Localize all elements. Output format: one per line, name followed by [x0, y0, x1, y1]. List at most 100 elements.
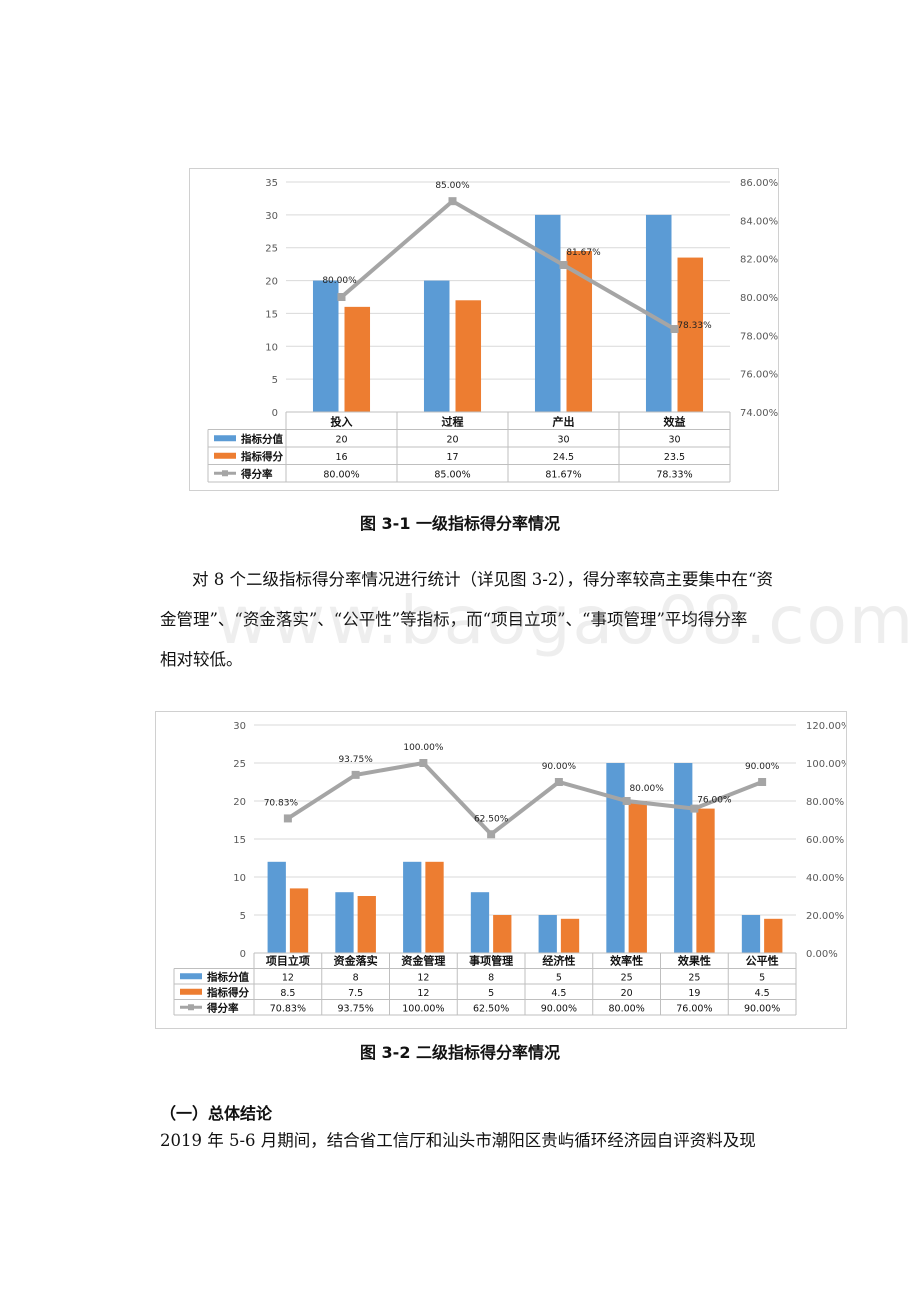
- paragraph-line: 相对较低。: [160, 650, 243, 669]
- bar-indicator-score: [606, 763, 625, 953]
- table-cell: 23.5: [664, 452, 685, 463]
- y2-tick-label: 20.00%: [806, 911, 844, 922]
- table-cell: 76.00%: [676, 1003, 712, 1014]
- data-label: 90.00%: [542, 762, 577, 772]
- category-label: 效率性: [610, 954, 643, 968]
- bar-indicator-points: [764, 918, 783, 953]
- table-cell: 12: [417, 988, 429, 999]
- figure-caption-1: 图 3-1 一级指标得分率情况: [359, 514, 561, 533]
- table-cell: 20: [446, 434, 458, 445]
- table-cell: 16: [335, 452, 347, 463]
- category-label: 投入: [331, 415, 353, 429]
- legend-key: [180, 973, 202, 980]
- line-point: [559, 260, 568, 269]
- y2-tick-label: 60.00%: [806, 835, 844, 846]
- data-label: 62.50%: [474, 814, 509, 824]
- table-cell: 25: [621, 972, 633, 983]
- y2-tick-label: 82.00%: [740, 255, 778, 266]
- y-tick-label: 15: [233, 835, 246, 846]
- table-cell: 7.5: [348, 988, 363, 999]
- bar-indicator-points: [357, 896, 376, 953]
- category-label: 过程: [442, 415, 464, 429]
- y2-tick-label: 78.00%: [740, 331, 778, 342]
- legend-label: 得分率: [206, 1001, 239, 1014]
- bar-indicator-points: [344, 306, 371, 412]
- category-label: 效益: [664, 415, 686, 429]
- table-cell: 85.00%: [434, 469, 470, 480]
- table-cell: 17: [446, 452, 458, 463]
- bar-indicator-score: [423, 280, 450, 412]
- bar-indicator-score: [335, 892, 354, 953]
- y2-tick-label: 80.00%: [806, 797, 844, 808]
- table-cell: 30: [557, 434, 569, 445]
- paragraph-line: 金管理”、“资金落实”、“公平性”等指标，而“项目立项”、“事项管理”平均得分率: [160, 610, 748, 629]
- y-tick-label: 5: [240, 911, 246, 922]
- table-cell: 90.00%: [744, 1003, 780, 1014]
- table-cell: 12: [417, 972, 429, 983]
- table-cell: 25: [688, 972, 700, 983]
- line-point: [351, 770, 360, 779]
- y2-tick-label: 80.00%: [740, 293, 778, 304]
- line-point: [758, 778, 767, 786]
- y-tick-label: 10: [265, 342, 278, 353]
- legend-label: 指标分值: [207, 970, 249, 983]
- table-cell: 80.00%: [609, 1003, 645, 1014]
- table-cell: 4.5: [755, 988, 770, 999]
- bar-indicator-score: [534, 214, 561, 412]
- legend-key: [180, 988, 202, 995]
- y2-tick-label: 120.00%: [806, 721, 846, 732]
- legend-label: 得分率: [240, 467, 273, 480]
- data-label: 90.00%: [745, 762, 780, 772]
- category-label: 项目立项: [266, 954, 310, 968]
- bar-indicator-score: [267, 861, 286, 953]
- legend-label: 指标得分: [207, 986, 249, 999]
- y-tick-label: 35: [265, 178, 278, 189]
- bar-indicator-score: [538, 915, 557, 953]
- y-tick-label: 30: [233, 721, 246, 732]
- table-cell: 93.75%: [338, 1003, 374, 1014]
- line-score-rate: [340, 198, 676, 331]
- bar-indicator-points: [289, 888, 309, 953]
- line-point: [554, 778, 563, 786]
- data-label: 81.67%: [566, 248, 601, 258]
- y-tick-label: 30: [265, 211, 278, 222]
- table-cell: 5: [488, 988, 494, 999]
- data-label: 76.00%: [697, 796, 732, 806]
- line-point: [419, 759, 428, 767]
- line-score-rate: [286, 760, 763, 837]
- line-point: [670, 325, 679, 334]
- legend-label: 指标分值: [241, 432, 283, 445]
- category-label: 公平性: [746, 954, 779, 968]
- bar-indicator-score: [470, 892, 490, 953]
- category-label: 效果性: [678, 954, 711, 968]
- bar-indicator-points: [628, 801, 647, 953]
- y-tick-label: 20: [265, 277, 278, 288]
- table-cell: 19: [688, 988, 700, 999]
- line-point: [283, 814, 292, 823]
- table-cell: 20: [335, 434, 347, 445]
- y-tick-label: 15: [265, 309, 278, 320]
- figure-caption-2: 图 3-2 二级指标得分率情况: [359, 1043, 561, 1062]
- y2-tick-label: 76.00%: [740, 370, 778, 381]
- table-cell: 8.5: [280, 988, 295, 999]
- line-point: [337, 293, 346, 301]
- section-heading: （一）总体结论: [160, 1104, 273, 1123]
- line-point: [690, 804, 699, 813]
- bar-indicator-score: [312, 280, 339, 412]
- data-label: 80.00%: [629, 784, 664, 794]
- y-tick-label: 0: [272, 408, 278, 419]
- bar-indicator-score: [741, 915, 761, 953]
- y2-tick-label: 40.00%: [806, 873, 844, 884]
- category-label: 事项管理: [469, 954, 513, 968]
- bar-indicator-points: [493, 915, 512, 953]
- line-point: [448, 197, 457, 206]
- data-label: 70.83%: [264, 798, 299, 808]
- data-label: 85.00%: [435, 181, 470, 191]
- bar-indicator-score: [403, 861, 422, 953]
- table-cell: 5: [556, 972, 562, 983]
- category-label: 资金管理: [401, 954, 445, 968]
- table-cell: 8: [353, 972, 359, 983]
- table-cell: 62.50%: [473, 1003, 509, 1014]
- bar-indicator-score: [674, 763, 693, 953]
- table-cell: 70.83%: [270, 1003, 306, 1014]
